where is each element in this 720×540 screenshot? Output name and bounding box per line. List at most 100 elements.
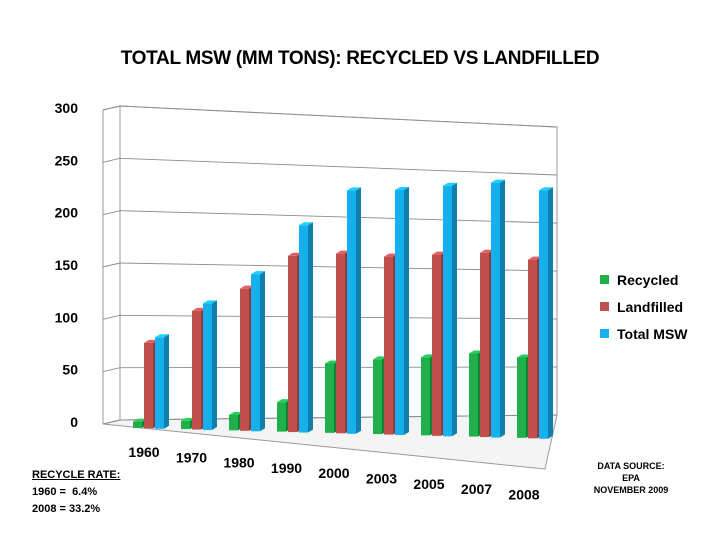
legend-label-recycled: Recycled — [617, 271, 679, 288]
bar-top — [240, 285, 254, 289]
bar-front — [288, 255, 297, 433]
bar-front — [517, 357, 526, 438]
legend: Recycled Landfilled Total MSW — [600, 266, 688, 347]
x-tick-label: 1970 — [176, 449, 207, 465]
bar-front — [325, 363, 334, 433]
bar-front — [251, 274, 260, 432]
bar-front — [181, 420, 190, 430]
bar-total-msw-2008 — [539, 187, 553, 439]
bar-total-msw-1990 — [299, 222, 313, 433]
bar-side — [500, 179, 505, 438]
legend-swatch-total — [600, 329, 609, 338]
legend-item-total: Total MSW — [600, 320, 688, 347]
bar-top — [251, 271, 265, 275]
gridline — [119, 210, 558, 224]
legend-item-landfilled: Landfilled — [600, 293, 688, 320]
bar-top — [373, 356, 387, 360]
gridline-side — [102, 157, 121, 163]
bar-total-msw-1980 — [251, 271, 265, 432]
bar-total-msw-1960 — [155, 334, 169, 429]
bar-side — [404, 186, 409, 436]
y-tick-label: 0 — [70, 414, 78, 430]
y-tick-label: 200 — [55, 205, 79, 221]
y-tick-label: 250 — [55, 152, 79, 168]
bar-top — [491, 179, 505, 183]
bar-top — [203, 300, 217, 304]
x-axis-ticks: 1960 1970 1980 1990 2000 2003 2005 2007 2008 — [128, 444, 539, 502]
bars — [133, 179, 553, 439]
data-source-line1: DATA SOURCE: — [597, 461, 665, 471]
bar-top — [277, 399, 291, 403]
bar-front — [144, 342, 153, 429]
bar-front — [539, 190, 548, 439]
bar-front — [491, 182, 500, 438]
y-axis-ticks: 0 50 100 150 200 250 300 — [55, 100, 79, 430]
bar-top — [181, 417, 195, 421]
bar-front — [192, 310, 201, 430]
bar-front — [347, 190, 356, 434]
bar-total-msw-2007 — [491, 179, 505, 438]
bar-top — [443, 182, 457, 186]
bar-top — [336, 250, 350, 254]
bar-total-msw-2003 — [395, 186, 409, 436]
bar-side — [260, 271, 265, 432]
bar-front — [229, 414, 238, 431]
bar-top — [347, 187, 361, 191]
x-tick-label: 2008 — [508, 486, 539, 502]
bar-front — [443, 185, 452, 437]
bar-front — [469, 353, 478, 437]
x-tick-label: 1960 — [128, 444, 159, 460]
recycle-rate-2008: 2008 = 33.2% — [32, 503, 101, 515]
bar-front — [528, 259, 537, 439]
bar-top — [229, 411, 243, 415]
y-tick-label: 150 — [55, 257, 79, 273]
x-tick-label: 2005 — [413, 476, 444, 492]
bar-top — [155, 334, 169, 338]
x-tick-label: 2007 — [461, 481, 492, 497]
bar-top — [192, 307, 206, 311]
bar-top — [288, 252, 302, 256]
bar-front — [277, 402, 286, 432]
bar-front — [203, 303, 212, 431]
bar-top — [299, 222, 313, 226]
legend-swatch-landfilled — [600, 302, 609, 311]
bar-front — [480, 252, 489, 438]
gridline-side — [102, 105, 121, 111]
gridline-side — [102, 314, 121, 320]
bar-side — [212, 300, 217, 431]
bar-side — [308, 222, 313, 433]
bar-front — [421, 357, 430, 436]
bar-total-msw-2000 — [347, 187, 361, 434]
gridline-side — [102, 210, 121, 216]
recycle-rate-1960: 1960 = 6.4% — [32, 486, 98, 498]
bar-front — [155, 337, 164, 429]
recycle-rate-heading: RECYCLE RATE: — [32, 469, 121, 481]
legend-label-landfilled: Landfilled — [617, 298, 684, 315]
bar-top — [325, 360, 339, 364]
bar-top — [432, 251, 446, 255]
bar-top — [469, 350, 483, 354]
y-tick-label: 300 — [55, 100, 79, 116]
bar-side — [164, 334, 169, 429]
bar-top — [421, 354, 435, 358]
chart-title: TOTAL MSW (MM TONS): RECYCLED VS LANDFIL… — [120, 48, 600, 69]
bar-front — [336, 253, 345, 434]
gridline — [119, 105, 558, 128]
bar-front — [299, 225, 308, 433]
bar-top — [517, 354, 531, 358]
x-tick-label: 2000 — [318, 465, 349, 481]
legend-label-total: Total MSW — [617, 325, 688, 342]
bar-front — [384, 256, 393, 435]
bar-top — [384, 253, 398, 257]
bar-side — [356, 187, 361, 434]
bar-front — [373, 359, 382, 435]
y-tick-label: 100 — [55, 309, 79, 325]
x-tick-label: 2003 — [366, 471, 397, 487]
legend-item-recycled: Recycled — [600, 266, 688, 293]
bar-top — [133, 418, 147, 422]
gridline-side — [102, 367, 121, 373]
gridline-side — [102, 262, 121, 268]
bar-top — [395, 186, 409, 190]
bar-front — [432, 254, 441, 436]
